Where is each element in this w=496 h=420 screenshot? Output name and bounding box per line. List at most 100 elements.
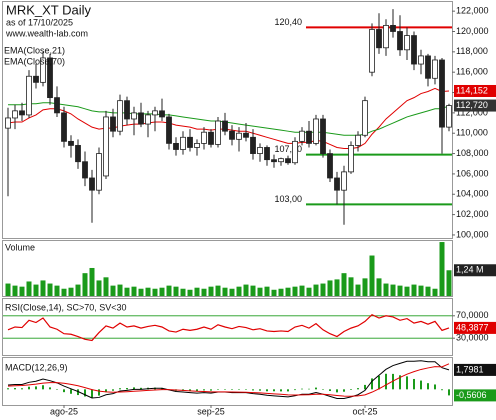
candle-body bbox=[320, 118, 326, 154]
volume-bar bbox=[68, 287, 74, 296]
histogram-bar bbox=[210, 389, 212, 391]
candle-body bbox=[257, 147, 263, 154]
candle-body bbox=[138, 112, 144, 125]
volume-bar bbox=[243, 284, 249, 296]
candle-body bbox=[236, 132, 242, 140]
volume-bar bbox=[257, 287, 263, 296]
volume-bar bbox=[362, 278, 368, 296]
volume-bar bbox=[236, 286, 242, 296]
histogram-bar bbox=[91, 389, 93, 398]
y-tick-label: 120,000 bbox=[456, 26, 489, 36]
candle-body bbox=[145, 114, 151, 125]
macd-panel bbox=[2, 357, 453, 406]
candle-body bbox=[12, 110, 18, 119]
histogram-bar bbox=[357, 388, 359, 390]
histogram-bar bbox=[245, 389, 247, 390]
x-tick-label: sep-25 bbox=[197, 406, 225, 416]
histogram-bar bbox=[105, 389, 107, 393]
candle-body bbox=[54, 97, 60, 114]
candle-body bbox=[5, 117, 11, 129]
level-label: 120,40 bbox=[274, 17, 302, 27]
histogram-bar bbox=[336, 389, 338, 393]
candle-body bbox=[292, 140, 298, 164]
histogram-bar bbox=[301, 388, 303, 390]
candle-body bbox=[334, 177, 340, 191]
histogram-bar bbox=[7, 388, 9, 390]
histogram-bar bbox=[217, 389, 219, 390]
volume-bar bbox=[369, 255, 375, 296]
histogram-bar bbox=[343, 389, 345, 392]
histogram-bar bbox=[364, 384, 366, 390]
last-value-box bbox=[454, 389, 496, 402]
volume-bar bbox=[173, 286, 179, 296]
last-value-box bbox=[454, 99, 496, 112]
volume-bar bbox=[5, 283, 11, 296]
y-tick-label: 102,000 bbox=[456, 209, 489, 219]
volume-bar bbox=[222, 287, 228, 296]
volume-bar bbox=[82, 273, 88, 296]
histogram-bar bbox=[77, 389, 79, 396]
volume-bar bbox=[96, 280, 102, 296]
histogram-bar bbox=[63, 389, 65, 393]
histogram-bar bbox=[434, 384, 436, 390]
level-label: 107,90 bbox=[274, 144, 302, 154]
volume-bar bbox=[12, 285, 18, 296]
histogram-bar bbox=[371, 378, 373, 390]
candle-body bbox=[355, 134, 361, 146]
volume-bar bbox=[201, 288, 207, 296]
candle-body bbox=[306, 130, 312, 144]
histogram-bar bbox=[56, 389, 58, 390]
volume-bar bbox=[138, 288, 144, 296]
volume-bar bbox=[89, 267, 95, 296]
candle-body bbox=[19, 110, 25, 116]
candle-body bbox=[131, 112, 137, 120]
volume-bar bbox=[26, 281, 32, 296]
candle-body bbox=[250, 136, 256, 154]
y-tick-label: 116,000 bbox=[456, 67, 488, 77]
candle-body bbox=[68, 140, 74, 146]
candle-body bbox=[75, 145, 81, 163]
candle-body bbox=[194, 142, 200, 148]
volume-bar bbox=[271, 289, 277, 296]
candle-body bbox=[89, 177, 95, 191]
histogram-bar bbox=[112, 389, 114, 391]
y-tick-label: 112,000 bbox=[456, 107, 488, 117]
candle-body bbox=[229, 130, 235, 140]
volume-bar bbox=[229, 288, 235, 296]
histogram-bar bbox=[280, 389, 282, 392]
histogram-bar bbox=[413, 378, 415, 390]
candle-body bbox=[369, 29, 375, 73]
histogram-bar bbox=[294, 389, 296, 391]
histogram-bar bbox=[385, 373, 387, 390]
candle-body bbox=[411, 35, 417, 65]
volume-bar bbox=[33, 284, 39, 296]
volume-bar bbox=[54, 285, 60, 296]
histogram-bar bbox=[378, 375, 380, 390]
last-value-box bbox=[454, 264, 496, 277]
volume-bar bbox=[383, 283, 389, 296]
histogram-bar bbox=[420, 380, 422, 390]
volume-bar bbox=[75, 284, 81, 296]
y-tick-label: 104,000 bbox=[456, 189, 489, 199]
candle-body bbox=[432, 59, 438, 79]
candle-body bbox=[152, 110, 158, 116]
candle-body bbox=[418, 55, 424, 65]
marks: 100,000 102,000 104,000 106,000 108,000 110,0… bbox=[3, 6, 496, 416]
volume-bar bbox=[334, 279, 340, 296]
volume-bar bbox=[19, 286, 25, 296]
histogram-bar bbox=[259, 389, 261, 391]
last-value-box bbox=[454, 321, 496, 334]
volume-bar bbox=[47, 283, 53, 296]
candle-body bbox=[47, 57, 53, 99]
histogram-bar bbox=[392, 373, 394, 390]
volume-bar bbox=[313, 284, 319, 296]
candle-body bbox=[439, 59, 445, 128]
volume-bar bbox=[292, 286, 298, 296]
y-tick-label: 30,0000 bbox=[456, 333, 489, 343]
x-tick-label: oct-25 bbox=[352, 406, 377, 416]
panel-title: Volume bbox=[5, 242, 35, 252]
candle-body bbox=[383, 24, 389, 49]
histogram-bar bbox=[189, 389, 191, 392]
candle-body bbox=[271, 159, 277, 163]
